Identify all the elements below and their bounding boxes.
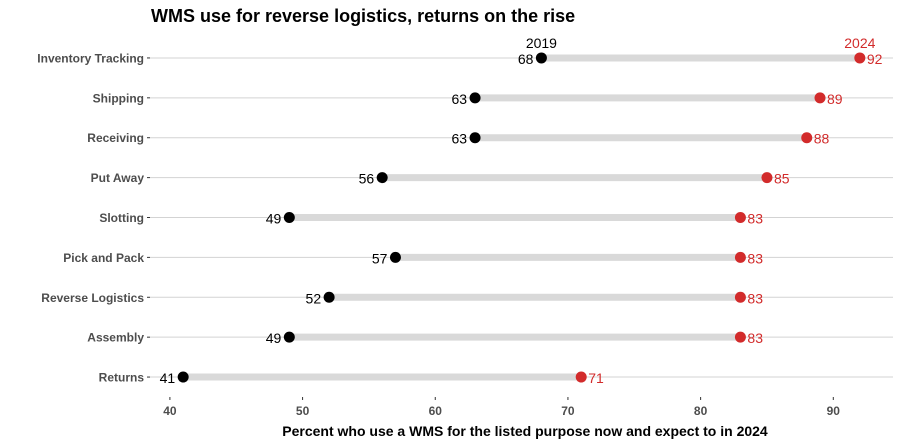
point-2019	[535, 52, 547, 64]
y-tick-label: Reverse Logistics	[41, 291, 144, 305]
value-label-2024: 83	[747, 211, 763, 227]
y-tick-label: Shipping	[93, 91, 144, 105]
y-tick-label: Put Away	[91, 171, 145, 185]
value-label-2019: 56	[359, 171, 375, 187]
value-label-2024: 89	[827, 91, 843, 107]
value-label-2019: 57	[372, 250, 388, 266]
point-2024	[854, 52, 866, 64]
point-2024	[761, 172, 773, 184]
y-tick-label: Assembly	[87, 331, 144, 345]
point-2019	[283, 212, 295, 223]
value-label-2024: 88	[814, 131, 830, 147]
point-2019	[376, 172, 388, 184]
point-2019	[469, 92, 481, 104]
point-2019	[177, 371, 189, 383]
point-2019	[283, 331, 295, 343]
value-label-2024: 92	[867, 51, 883, 67]
y-tick-label: Slotting	[99, 211, 144, 225]
chart-title: WMS use for reverse logistics, returns o…	[151, 6, 576, 26]
point-2024	[734, 291, 746, 303]
series-label-2024: 2024	[844, 35, 875, 51]
y-tick-label: Returns	[99, 371, 145, 385]
value-label-2024: 85	[774, 171, 790, 187]
x-tick-label: 60	[429, 404, 443, 418]
point-2019	[389, 251, 401, 263]
point-2024	[575, 371, 587, 383]
value-label-2019: 49	[266, 211, 282, 227]
value-label-2024: 71	[588, 370, 604, 386]
series-label-2019: 2019	[526, 35, 557, 51]
x-tick-label: 70	[561, 404, 575, 418]
x-tick-label: 40	[163, 404, 177, 418]
y-tick-label: Receiving	[87, 131, 144, 145]
value-label-2019: 68	[518, 51, 534, 67]
value-label-2024: 83	[747, 250, 763, 266]
point-2019	[323, 291, 335, 303]
value-label-2024: 83	[747, 290, 763, 306]
point-2019	[469, 132, 481, 144]
point-2024	[814, 92, 826, 104]
point-2024	[734, 212, 746, 223]
y-tick-label: Inventory Tracking	[37, 51, 144, 65]
x-tick-label: 50	[296, 404, 310, 418]
point-2024	[734, 331, 746, 343]
value-label-2019: 41	[160, 370, 176, 386]
y-tick-label: Pick and Pack	[63, 251, 144, 265]
value-label-2019: 63	[451, 91, 467, 107]
x-tick-label: 80	[694, 404, 708, 418]
point-2024	[801, 132, 813, 144]
x-tick-label: 90	[827, 404, 841, 418]
value-label-2019: 49	[266, 330, 282, 346]
value-label-2019: 52	[306, 290, 322, 306]
x-axis-label: Percent who use a WMS for the listed pur…	[282, 423, 768, 439]
value-label-2024: 83	[747, 330, 763, 346]
value-label-2019: 63	[451, 131, 467, 147]
point-2024	[734, 251, 746, 263]
